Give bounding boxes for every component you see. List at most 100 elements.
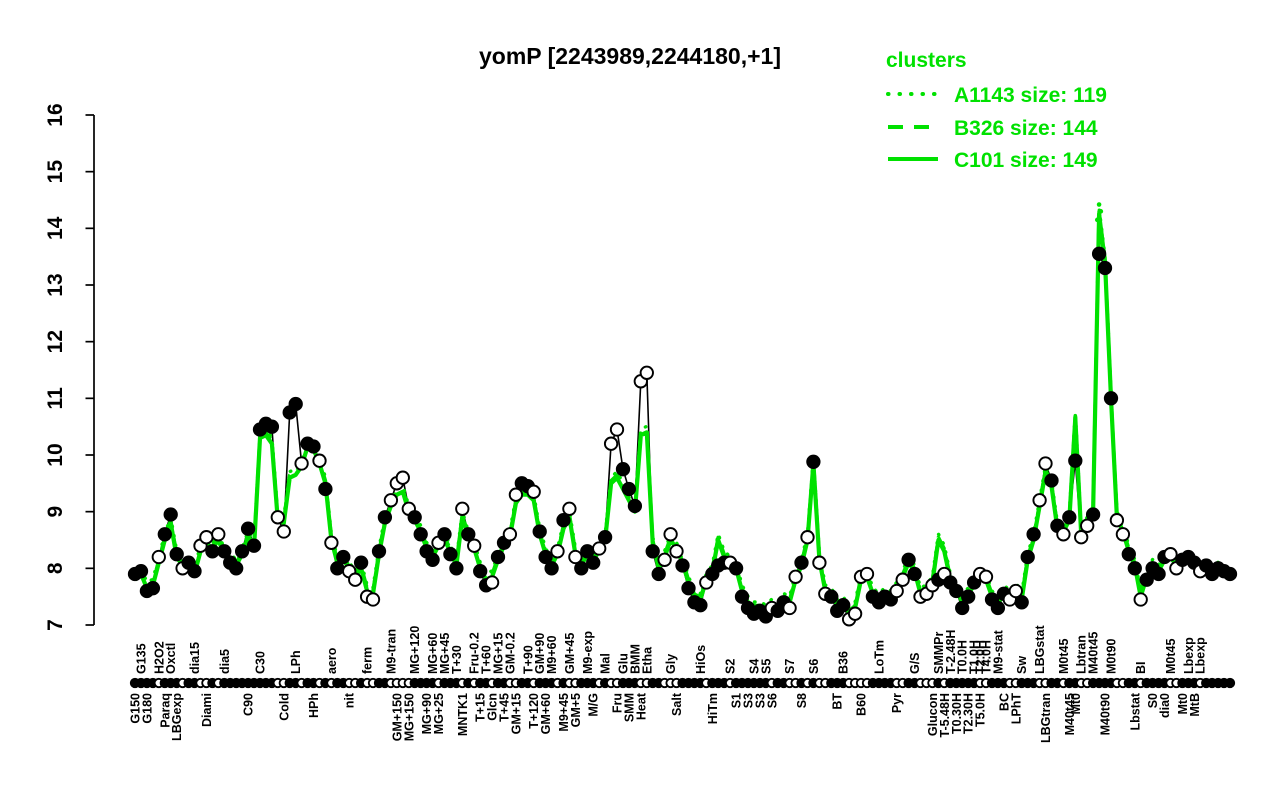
y-tick-label: 7 [44,619,67,631]
x-label-bottom: GM+5 [569,693,583,727]
x-label-bottom: T+15 [474,693,488,722]
x-label-top: Glu [616,653,630,674]
y-tick-label: 8 [44,562,67,574]
gene-data-point [413,527,428,542]
x-label-top: BI [1134,662,1148,675]
x-label-bottom: HPh [307,693,321,718]
gene-data-point [151,549,166,565]
x-label-bottom: LBGexp [170,693,184,741]
gene-data-point [199,530,214,545]
gene-data-point [229,561,244,576]
gene-data-point [437,527,452,542]
x-label-bottom: S1 [730,693,744,708]
x-label-bottom: BT [831,693,845,710]
x-label-bottom: S3 [753,693,767,708]
x-label-bottom: Lbstat [1128,692,1142,730]
x-label-top: M9-tran [384,629,398,674]
gene-data-point [788,569,803,584]
x-label-top: MG+45 [438,633,452,674]
gene-data-point [806,454,821,469]
gene-data-point [669,544,684,559]
y-axis: 7 8 9 10 11 12 13 14 15 16 [44,103,95,631]
gene-data-point [294,456,309,471]
x-label-bottom: Diami [200,693,214,727]
gene-data-point [562,501,577,516]
x-label-bottom: T+45 [497,693,511,722]
gene-data-point [1133,592,1148,607]
gene-data-point [306,439,321,454]
gene-data-point [1074,530,1089,545]
x-label-top: GM+90 [533,633,547,674]
y-tick-label: 14 [44,216,67,240]
gene-data-point [526,484,541,499]
legend-item-c101: C101 size: 149 [954,149,1098,172]
gene-data-point [336,549,351,565]
x-label-bottom: G180 [140,693,154,724]
gene-data-point [1127,561,1142,576]
gene-data-point [734,589,750,604]
x-label-top: T+90 [521,645,535,674]
x-label-top: T0.0H [956,640,970,674]
gene-data-point [133,564,149,579]
x-label-top: MG+60 [426,633,440,674]
gene-data-point [163,507,178,522]
gene-data-point [324,535,339,550]
gene-data-point [270,510,285,525]
x-label-top: G/S [908,652,922,674]
x-label-bottom: MtB [1188,693,1202,717]
gene-data-point [657,552,672,567]
gene-data-point [978,569,994,584]
gene-data-point [1151,566,1166,582]
gene-data-point [901,552,916,567]
gene-data-point [461,527,476,542]
gene-data-point [348,572,363,587]
x-label-bottom: C90 [242,693,256,716]
x-label-top: SMMPr [932,632,946,675]
gene-data-point [889,583,904,599]
x-label-bottom: HiTm [706,693,720,724]
x-label-bottom: Fru [611,693,625,713]
x-label-bottom: GM+15 [509,693,523,734]
gene-data-point [169,547,184,562]
y-tick-label: 11 [44,387,67,410]
condition-symbol [1224,677,1236,689]
x-label-bottom: M40t45 [1063,693,1077,735]
x-label-bottom: S8 [795,693,809,708]
gene-data-point [240,521,256,536]
x-label-bottom: MG+150 [402,693,416,741]
gene-data-point [800,530,815,545]
x-label-top: S2 [724,659,738,674]
gene-data-point [794,555,809,570]
gene-data-point [645,544,660,559]
x-label-bottom: MG+90 [420,693,434,734]
gene-data-point [574,561,589,576]
gene-data-point [651,566,666,582]
gene-data-point [217,544,232,559]
x-label-bottom: GM+150 [390,693,404,741]
gene-data-point [859,566,875,582]
gene-data-point [205,544,220,559]
x-label-bottom: Glucon [926,693,940,736]
gene-data-point [1068,453,1083,468]
gene-data-point [693,598,708,613]
gene-data-point [1109,513,1125,528]
cluster-dotted-peak-dot [1098,209,1104,214]
x-label-top: H2O2 [152,641,166,674]
gene-data-point [895,572,910,587]
x-label-top: C30 [253,651,267,674]
x-label-bottom: M9+45 [557,693,571,732]
gene-data-point [824,589,839,604]
y-tick-label: 16 [44,103,67,126]
x-label-bottom: MNTK1 [456,693,470,736]
gene-data-point [187,564,202,579]
x-label-bottom: Heat [634,692,648,720]
gene-data-point [1097,260,1113,276]
x-label-top: BMM [628,644,642,674]
x-label-bottom: S6 [765,693,779,708]
x-label-bottom: LBGtran [1039,693,1053,743]
x-label-top: T-2.48H [944,630,958,674]
gene-data-point [1115,527,1131,542]
x-label-bottom: GM+60 [539,693,553,734]
y-tick-label: 13 [44,273,67,296]
x-label-bottom: T0.30H [950,693,964,734]
